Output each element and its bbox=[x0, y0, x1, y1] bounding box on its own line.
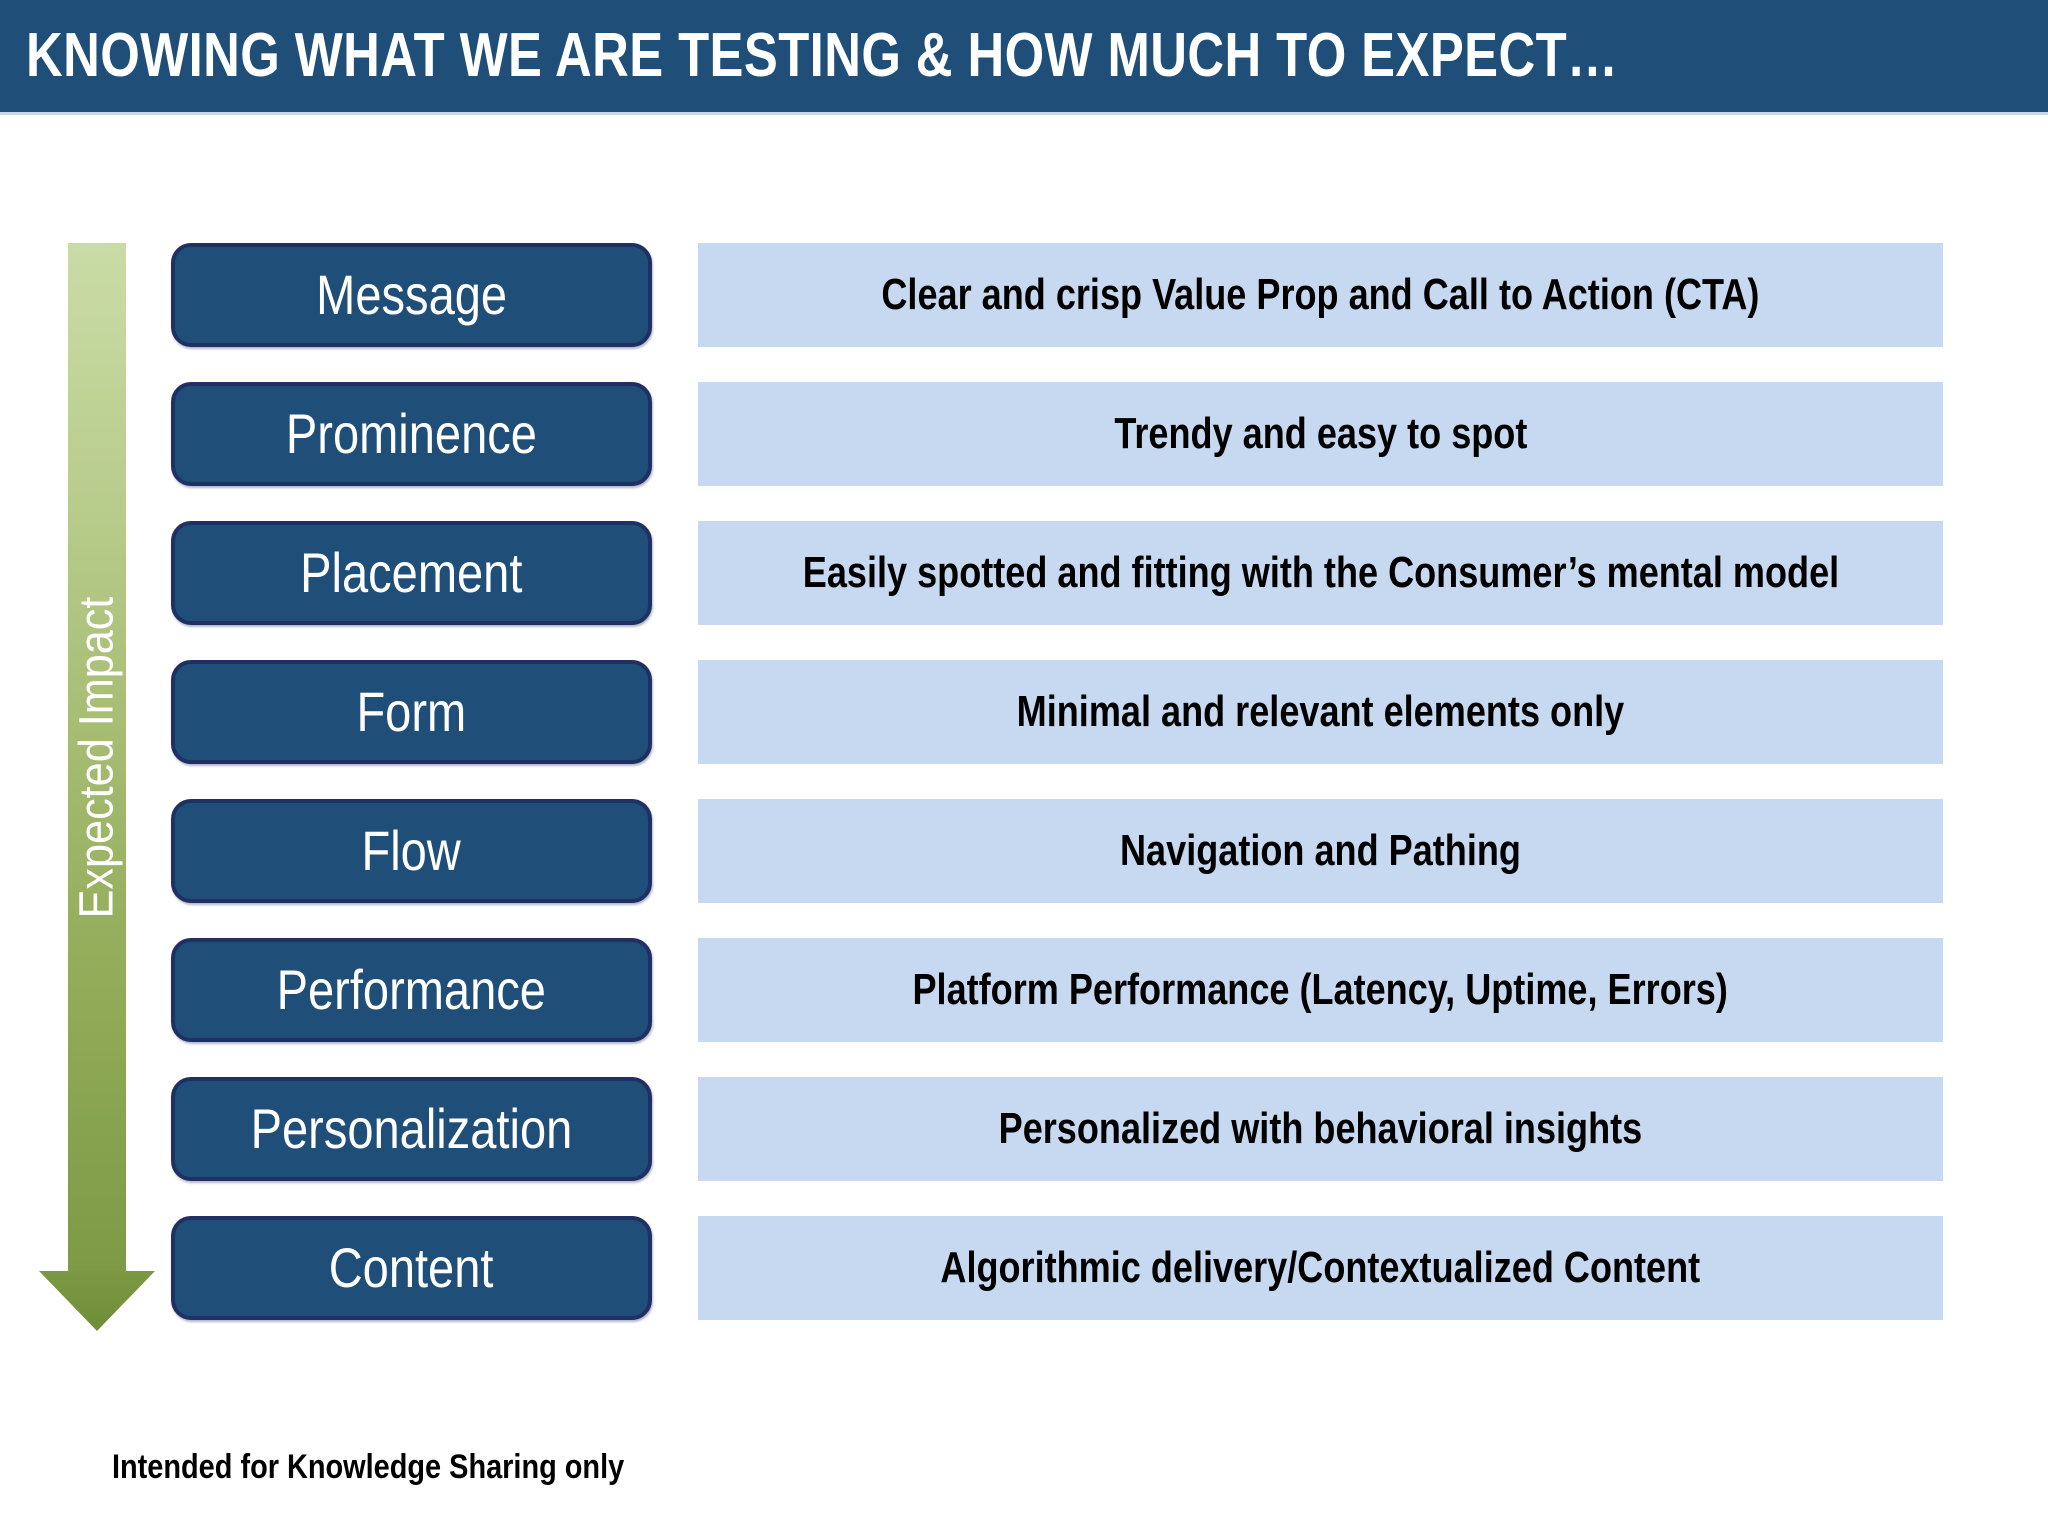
factor-label: Performance bbox=[276, 958, 547, 1021]
factor-button-performance: Performance bbox=[171, 938, 652, 1042]
factor-button-prominence: Prominence bbox=[171, 382, 652, 486]
factor-label: Placement bbox=[300, 541, 523, 604]
row-flow: Flow Navigation and Pathing bbox=[0, 799, 2048, 903]
description-text: Easily spotted and fitting with the Cons… bbox=[802, 548, 1839, 597]
factor-button-message: Message bbox=[171, 243, 652, 347]
row-placement: Placement Easily spotted and fitting wit… bbox=[0, 521, 2048, 625]
description-bar-form: Minimal and relevant elements only bbox=[698, 660, 1943, 764]
description-text: Trendy and easy to spot bbox=[1113, 409, 1528, 458]
factor-button-content: Content bbox=[171, 1216, 652, 1320]
factor-button-personalization: Personalization bbox=[171, 1077, 652, 1181]
description-text: Navigation and Pathing bbox=[1120, 826, 1521, 875]
description-bar-personalization: Personalized with behavioral insights bbox=[698, 1077, 1943, 1181]
row-content: Content Algorithmic delivery/Contextuali… bbox=[0, 1216, 2048, 1320]
row-form: Form Minimal and relevant elements only bbox=[0, 660, 2048, 764]
description-bar-placement: Easily spotted and fitting with the Cons… bbox=[698, 521, 1943, 625]
factor-label: Flow bbox=[361, 819, 462, 882]
description-text: Minimal and relevant elements only bbox=[1016, 687, 1625, 736]
description-text: Algorithmic delivery/Contextualized Cont… bbox=[940, 1243, 1701, 1292]
factor-button-form: Form bbox=[171, 660, 652, 764]
description-bar-content: Algorithmic delivery/Contextualized Cont… bbox=[698, 1216, 1943, 1320]
row-personalization: Personalization Personalized with behavi… bbox=[0, 1077, 2048, 1181]
slide-title: KNOWING WHAT WE ARE TESTING & HOW MUCH T… bbox=[26, 21, 1619, 90]
footer-note: Intended for Knowledge Sharing only bbox=[112, 1448, 625, 1486]
row-prominence: Prominence Trendy and easy to spot bbox=[0, 382, 2048, 486]
description-text: Platform Performance (Latency, Uptime, E… bbox=[912, 965, 1729, 1014]
factor-button-flow: Flow bbox=[171, 799, 652, 903]
header-bar: KNOWING WHAT WE ARE TESTING & HOW MUCH T… bbox=[0, 0, 2048, 115]
factor-label: Content bbox=[329, 1236, 494, 1299]
description-text: Personalized with behavioral insights bbox=[998, 1104, 1643, 1153]
factor-label: Prominence bbox=[285, 402, 538, 465]
row-message: Message Clear and crisp Value Prop and C… bbox=[0, 243, 2048, 347]
description-bar-message: Clear and crisp Value Prop and Call to A… bbox=[698, 243, 1943, 347]
row-performance: Performance Platform Performance (Latenc… bbox=[0, 938, 2048, 1042]
expected-impact-arrow-shaft: Expected Impact bbox=[68, 243, 126, 1272]
description-bar-performance: Platform Performance (Latency, Uptime, E… bbox=[698, 938, 1943, 1042]
description-bar-flow: Navigation and Pathing bbox=[698, 799, 1943, 903]
description-bar-prominence: Trendy and easy to spot bbox=[698, 382, 1943, 486]
description-text: Clear and crisp Value Prop and Call to A… bbox=[881, 270, 1760, 319]
factor-label: Form bbox=[356, 680, 467, 743]
factor-label: Message bbox=[316, 263, 507, 326]
factor-button-placement: Placement bbox=[171, 521, 652, 625]
factor-label: Personalization bbox=[250, 1097, 573, 1160]
